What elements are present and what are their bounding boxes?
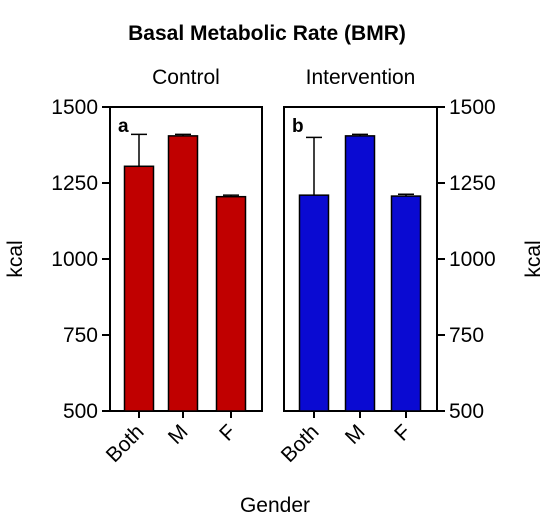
y-axis-right: 500 750 1000 1250 1500 (437, 96, 496, 423)
x-tick-label-intervention-both: Both (277, 420, 324, 467)
panel-letter-b: b (292, 116, 304, 137)
panel-letter-a: a (118, 116, 129, 137)
y-tick-label-left-1250: 1250 (51, 172, 98, 195)
y-tick-label-right-750: 750 (449, 324, 484, 347)
y-tick-label-left-1000: 1000 (51, 248, 98, 271)
y-tick-label-right-1000: 1000 (449, 248, 496, 271)
x-tick-label-control-both: Both (102, 420, 149, 467)
panel-title-control: Control (152, 66, 220, 89)
panel-title-intervention: Intervention (306, 66, 416, 89)
y-axis-title-left: kcal (4, 240, 27, 277)
y-tick-label-left-750: 750 (63, 324, 98, 347)
panel-intervention: Intervention b Both M F (277, 66, 438, 467)
bar-control-m (167, 135, 199, 412)
y-tick-label-left-500: 500 (63, 400, 98, 423)
x-tick-label-control-f: F (215, 420, 240, 445)
y-tick-label-right-1500: 1500 (449, 96, 496, 119)
y-axis-left: 500 750 1000 1250 1500 (51, 96, 110, 423)
bar-intervention-m (344, 135, 376, 412)
y-axis-title-right: kcal (522, 240, 545, 277)
y-tick-label-right-500: 500 (449, 400, 484, 423)
x-tick-label-intervention-f: F (390, 420, 415, 445)
y-tick-label-left-1500: 1500 (51, 96, 98, 119)
chart-title: Basal Metabolic Rate (BMR) (128, 22, 406, 45)
x-axis-title: Gender (240, 494, 310, 517)
panel-control: Control a Both M F (102, 66, 263, 467)
bar-intervention-f (390, 195, 422, 412)
x-tick-label-control-m: M (164, 420, 193, 449)
x-tick-label-intervention-m: M (341, 420, 370, 449)
bar-control-f (215, 195, 247, 412)
bar-intervention-both (298, 194, 330, 412)
bar-control-both (123, 165, 155, 412)
y-tick-label-right-1250: 1250 (449, 172, 496, 195)
